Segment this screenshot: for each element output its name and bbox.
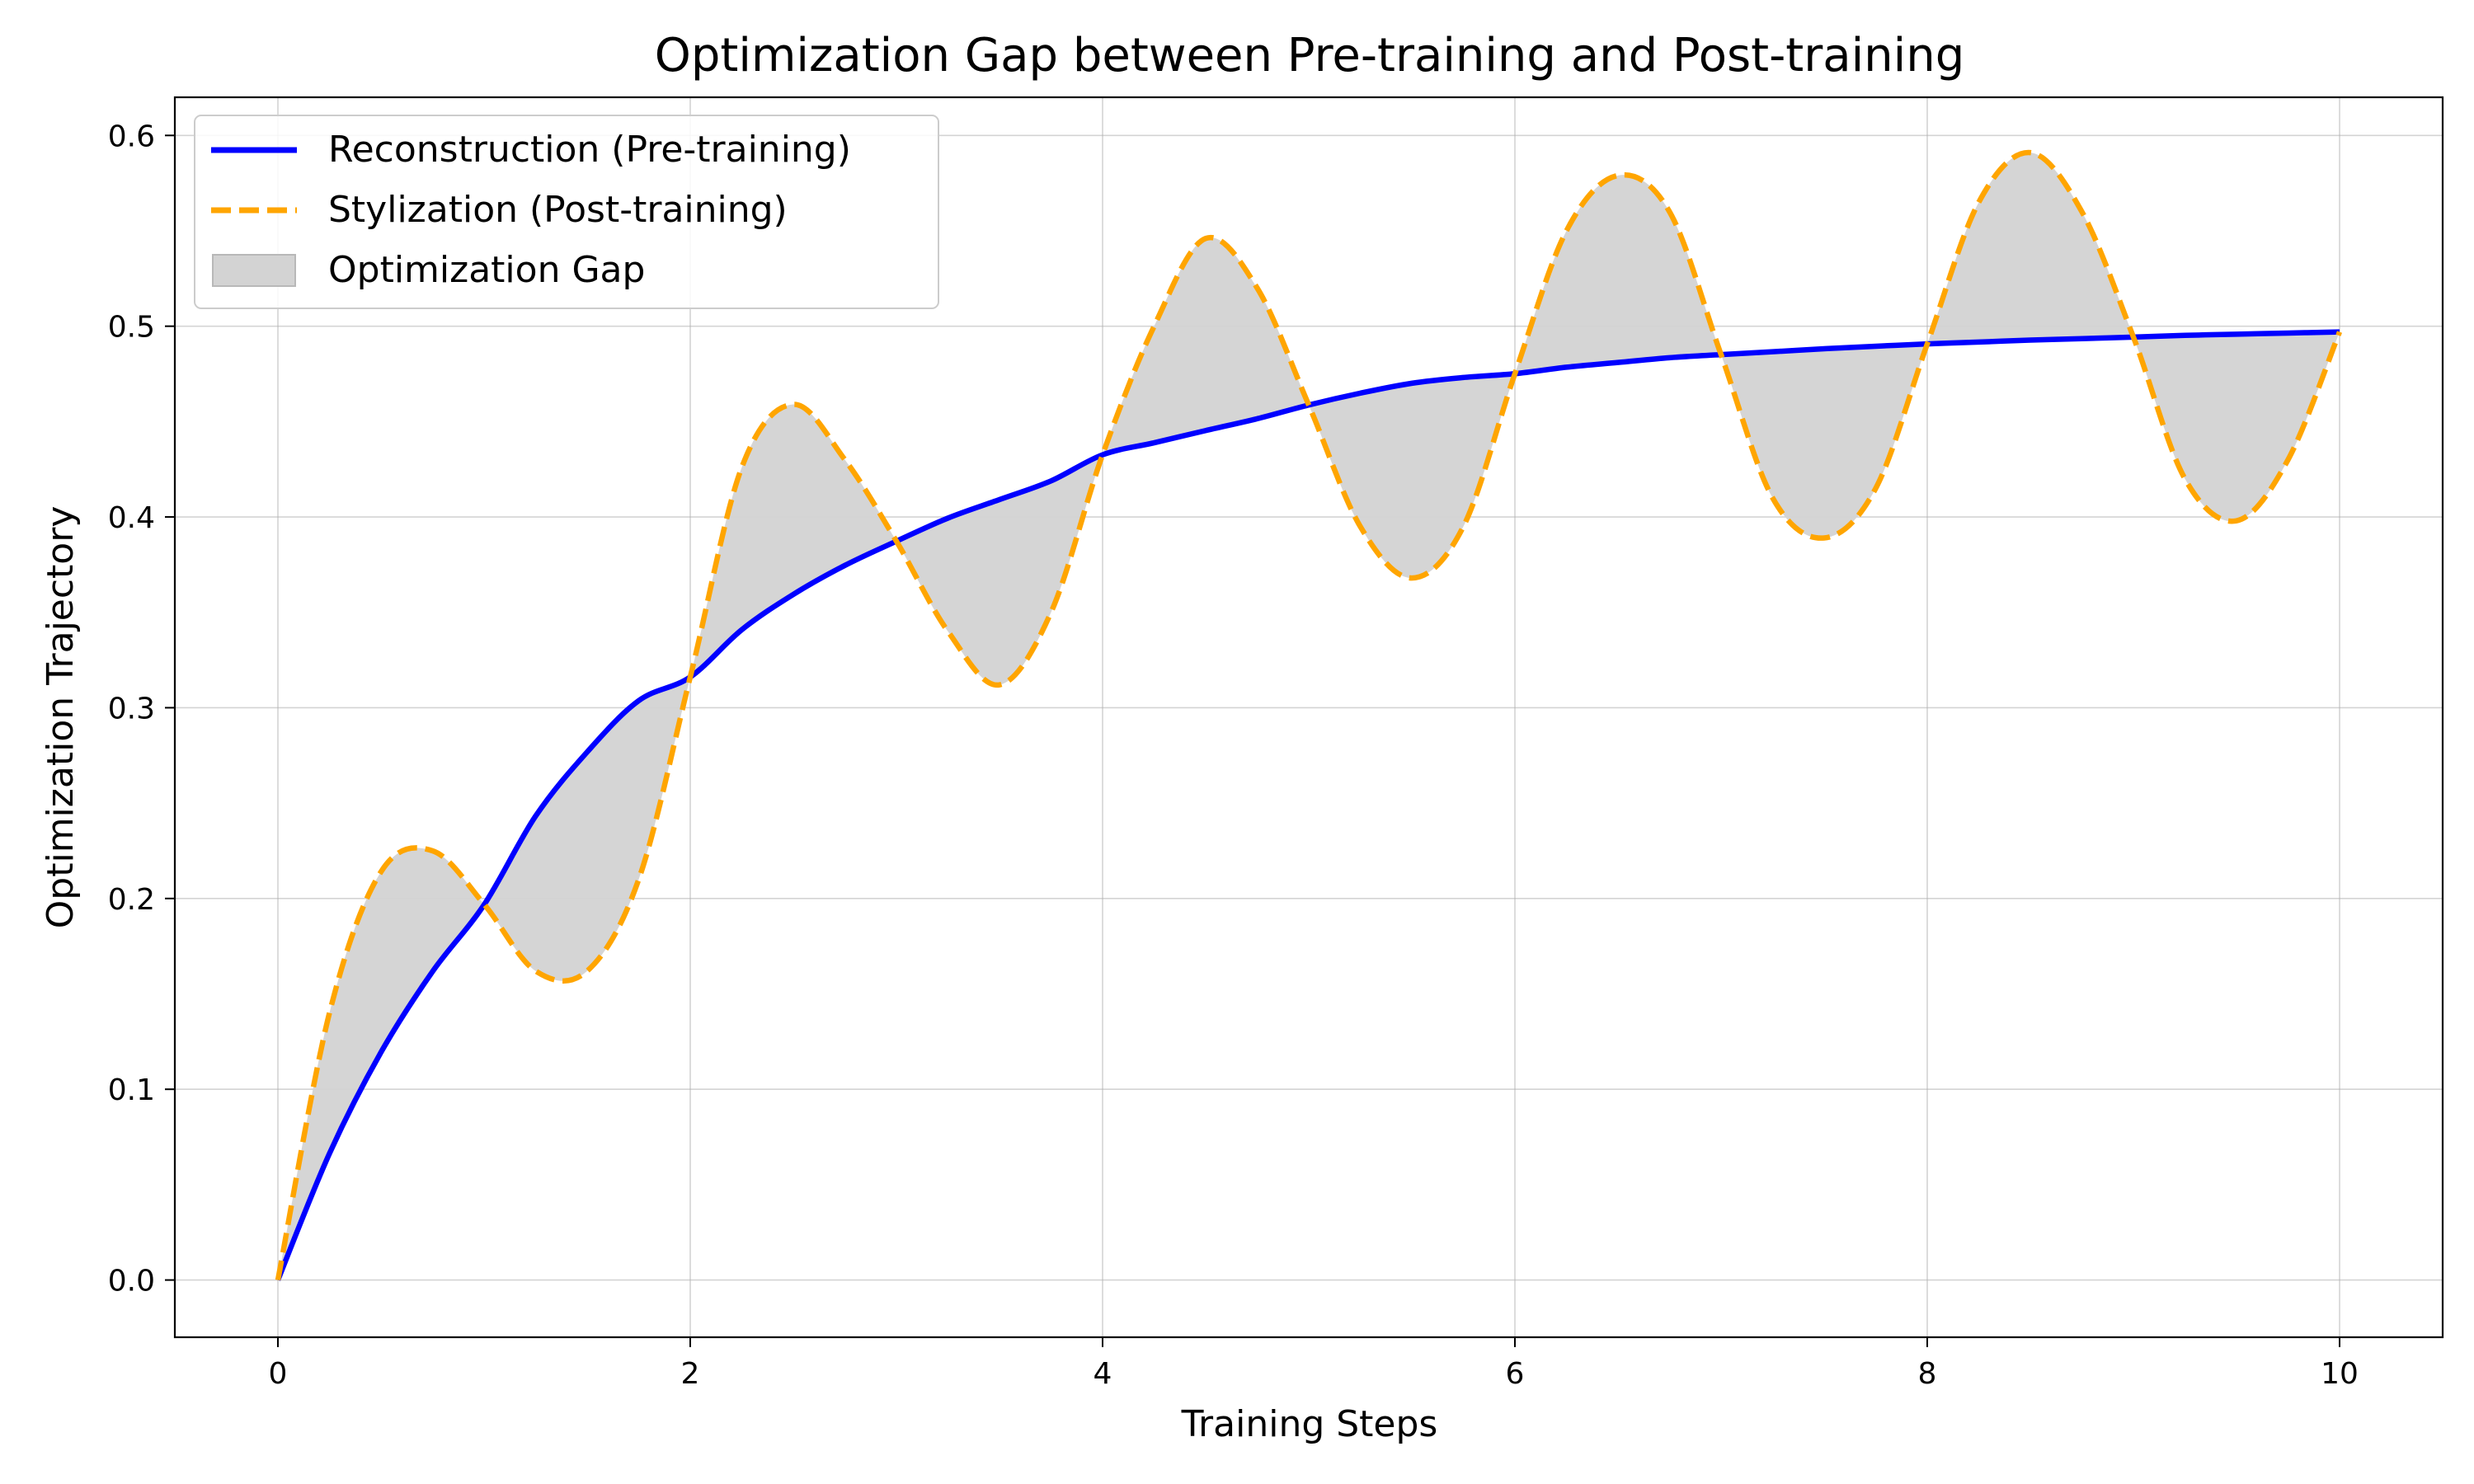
y-tick-label: 0.2 <box>108 883 155 917</box>
fill-layer <box>278 152 2340 1280</box>
y-tick-label: 0.4 <box>108 501 155 535</box>
legend-label-gap: Optimization Gap <box>328 249 645 291</box>
line-layer <box>275 149 2343 1281</box>
y-axis-title: Optimization Trajectory <box>40 506 82 929</box>
legend-label-stylization: Stylization (Post-training) <box>328 189 788 231</box>
plot-area-frame <box>173 96 2444 1339</box>
x-tick-label: 4 <box>1094 1357 1112 1391</box>
gap-fill-area <box>278 152 2340 1280</box>
reconstruction-line <box>275 329 2340 1281</box>
y-tick-label: 0.6 <box>108 120 155 153</box>
y-tick-label: 0.0 <box>108 1265 155 1298</box>
legend: Reconstruction (Pre-training) Stylizatio… <box>194 115 939 309</box>
y-tick-label: 0.1 <box>108 1073 155 1107</box>
y-tick-label: 0.3 <box>108 692 155 726</box>
tick-layer: 0 2 4 6 8 10 0.0 0.1 0.2 0.3 0.4 0.5 0.6 <box>108 120 2359 1391</box>
legend-swatch-gap <box>212 254 296 287</box>
x-tick-label: 6 <box>1506 1357 1525 1391</box>
x-axis-title: Training Steps <box>1181 1403 1438 1445</box>
x-tick-label: 0 <box>269 1357 288 1391</box>
legend-box <box>194 115 939 309</box>
legend-label-reconstruction: Reconstruction (Pre-training) <box>328 129 851 171</box>
x-tick-label: 8 <box>1918 1357 1937 1391</box>
x-tick-label: 2 <box>681 1357 700 1391</box>
chart-title: Optimization Gap between Pre-training an… <box>655 29 1965 82</box>
y-tick-label: 0.5 <box>108 311 155 345</box>
stylization-line <box>275 149 2343 1281</box>
x-tick-label: 10 <box>2321 1357 2359 1391</box>
